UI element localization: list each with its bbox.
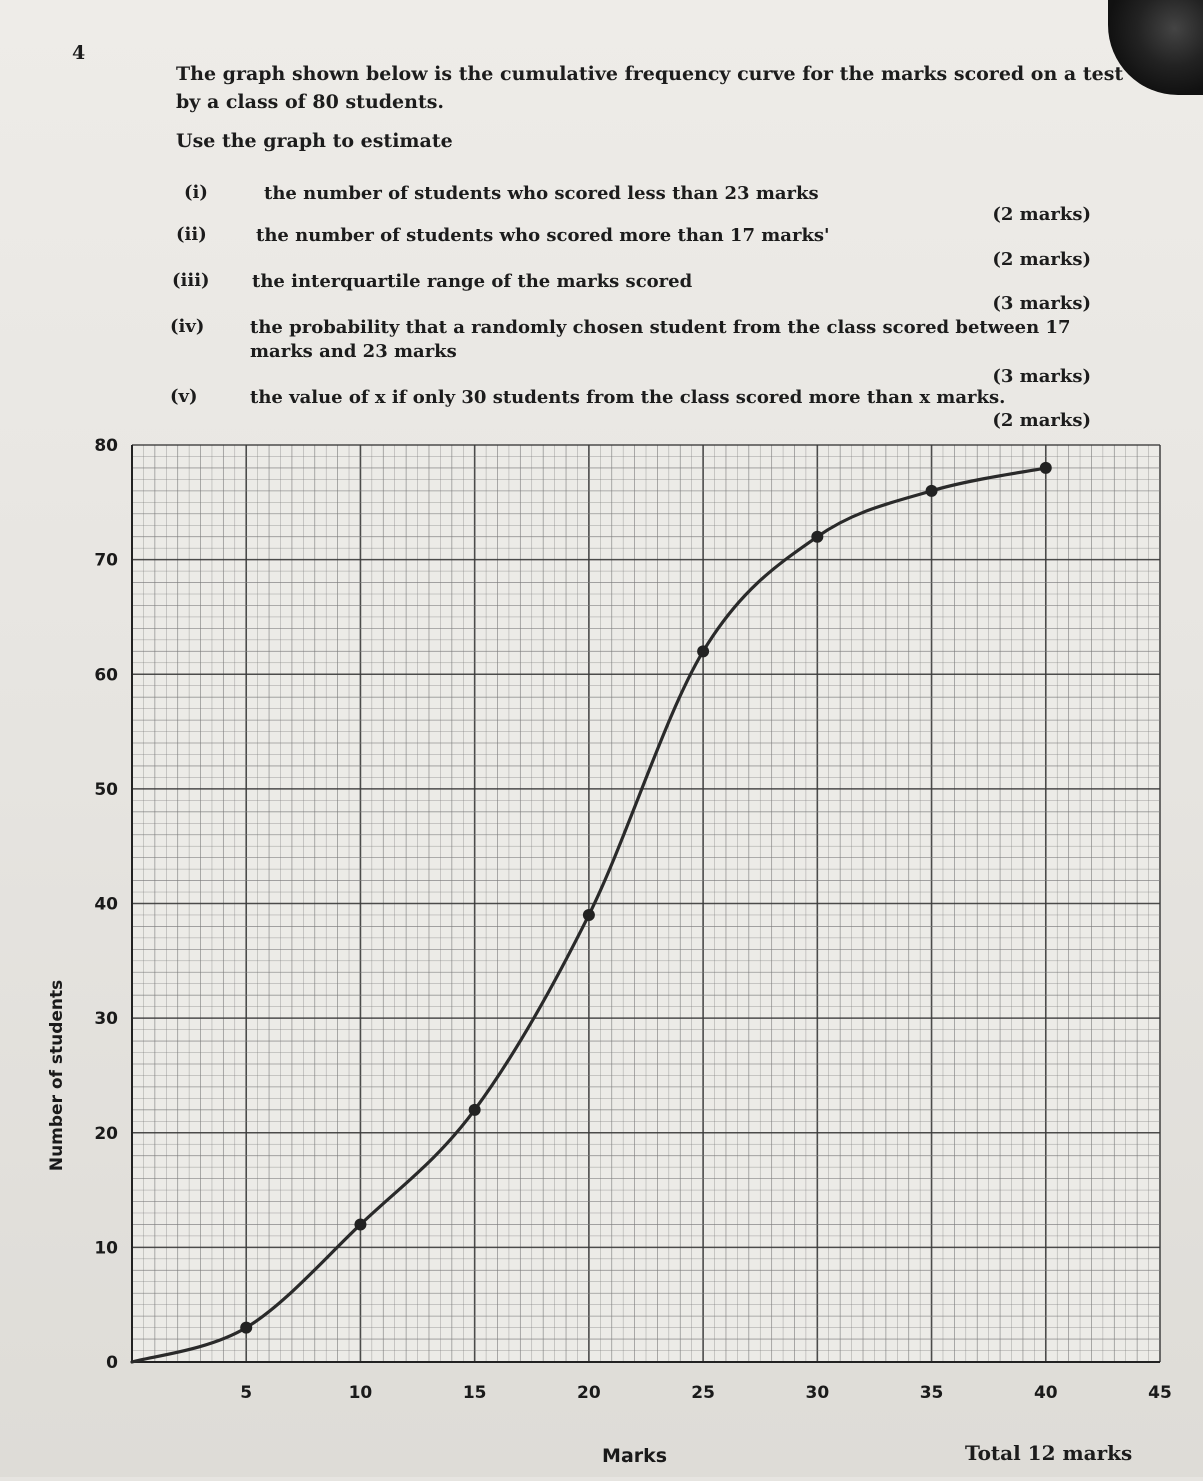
x-tick-label: 5: [240, 1383, 252, 1403]
y-tick-label: 80: [94, 436, 118, 456]
part-iii-text: the interquartile range of the marks sco…: [252, 271, 693, 292]
total-marks: Total 12 marks: [965, 1441, 1133, 1465]
part-iv-marks: (3 marks): [992, 366, 1091, 387]
curve: [130, 461, 1052, 1364]
x-axis-title: Marks: [602, 1445, 667, 1467]
y-axis-title: Number of students: [47, 980, 67, 1171]
question-intro: The graph shown below is the cumulative …: [176, 63, 1124, 113]
y-tick-label: 60: [94, 665, 118, 685]
part-ii-marks: (2 marks): [992, 249, 1091, 270]
part-i-marks: (2 marks): [992, 204, 1091, 225]
part-v-text: the value of x if only 30 students from …: [250, 387, 1006, 408]
part-ii-text: the number of students who scored more t…: [256, 225, 830, 246]
y-tick-label: 20: [94, 1124, 118, 1144]
part-iv-label: (iv): [170, 316, 205, 337]
data-point: [240, 1321, 253, 1334]
part-ii-label: (ii): [176, 224, 207, 245]
x-tick-label: 20: [577, 1383, 601, 1403]
question-number: 4: [72, 42, 86, 64]
data-point: [811, 530, 824, 543]
grid: [131, 444, 1161, 1363]
x-tick-label: 15: [463, 1383, 487, 1403]
y-tick-label: 40: [94, 895, 118, 915]
part-v-marks: (2 marks): [992, 410, 1091, 431]
x-tick-label: 25: [691, 1383, 715, 1403]
part-iv-text: the probability that a randomly chosen s…: [250, 317, 1071, 362]
y-tick-label: 70: [94, 551, 118, 571]
y-tick-label: 10: [94, 1238, 118, 1258]
data-point: [354, 1218, 367, 1231]
x-tick-label: 30: [805, 1383, 829, 1403]
question-instruction: Use the graph to estimate: [176, 130, 453, 152]
x-tick-label: 40: [1034, 1383, 1058, 1403]
data-point: [582, 908, 595, 921]
axes: [131, 445, 1160, 1363]
x-tick-label: 45: [1148, 1383, 1172, 1403]
tick-labels: 5 10 15 20 25 30 35 40 45 0 10 20 30 40 50 60 70 80 Marks N…: [47, 436, 1172, 1467]
x-tick-label: 35: [920, 1383, 944, 1403]
data-point: [468, 1103, 481, 1116]
part-v-label: (v): [170, 386, 198, 407]
data-point: [1039, 461, 1052, 474]
x-tick-label: 10: [349, 1383, 373, 1403]
y-tick-label: 0: [106, 1353, 118, 1373]
y-tick-label: 50: [94, 780, 118, 800]
part-i-text: the number of students who scored less t…: [264, 183, 819, 204]
part-iii-marks: (3 marks): [992, 293, 1091, 314]
data-point: [925, 484, 938, 497]
part-iii-label: (iii): [172, 270, 210, 291]
y-tick-label: 30: [94, 1009, 118, 1029]
part-i-label: (i): [184, 182, 208, 203]
data-point: [697, 645, 710, 658]
